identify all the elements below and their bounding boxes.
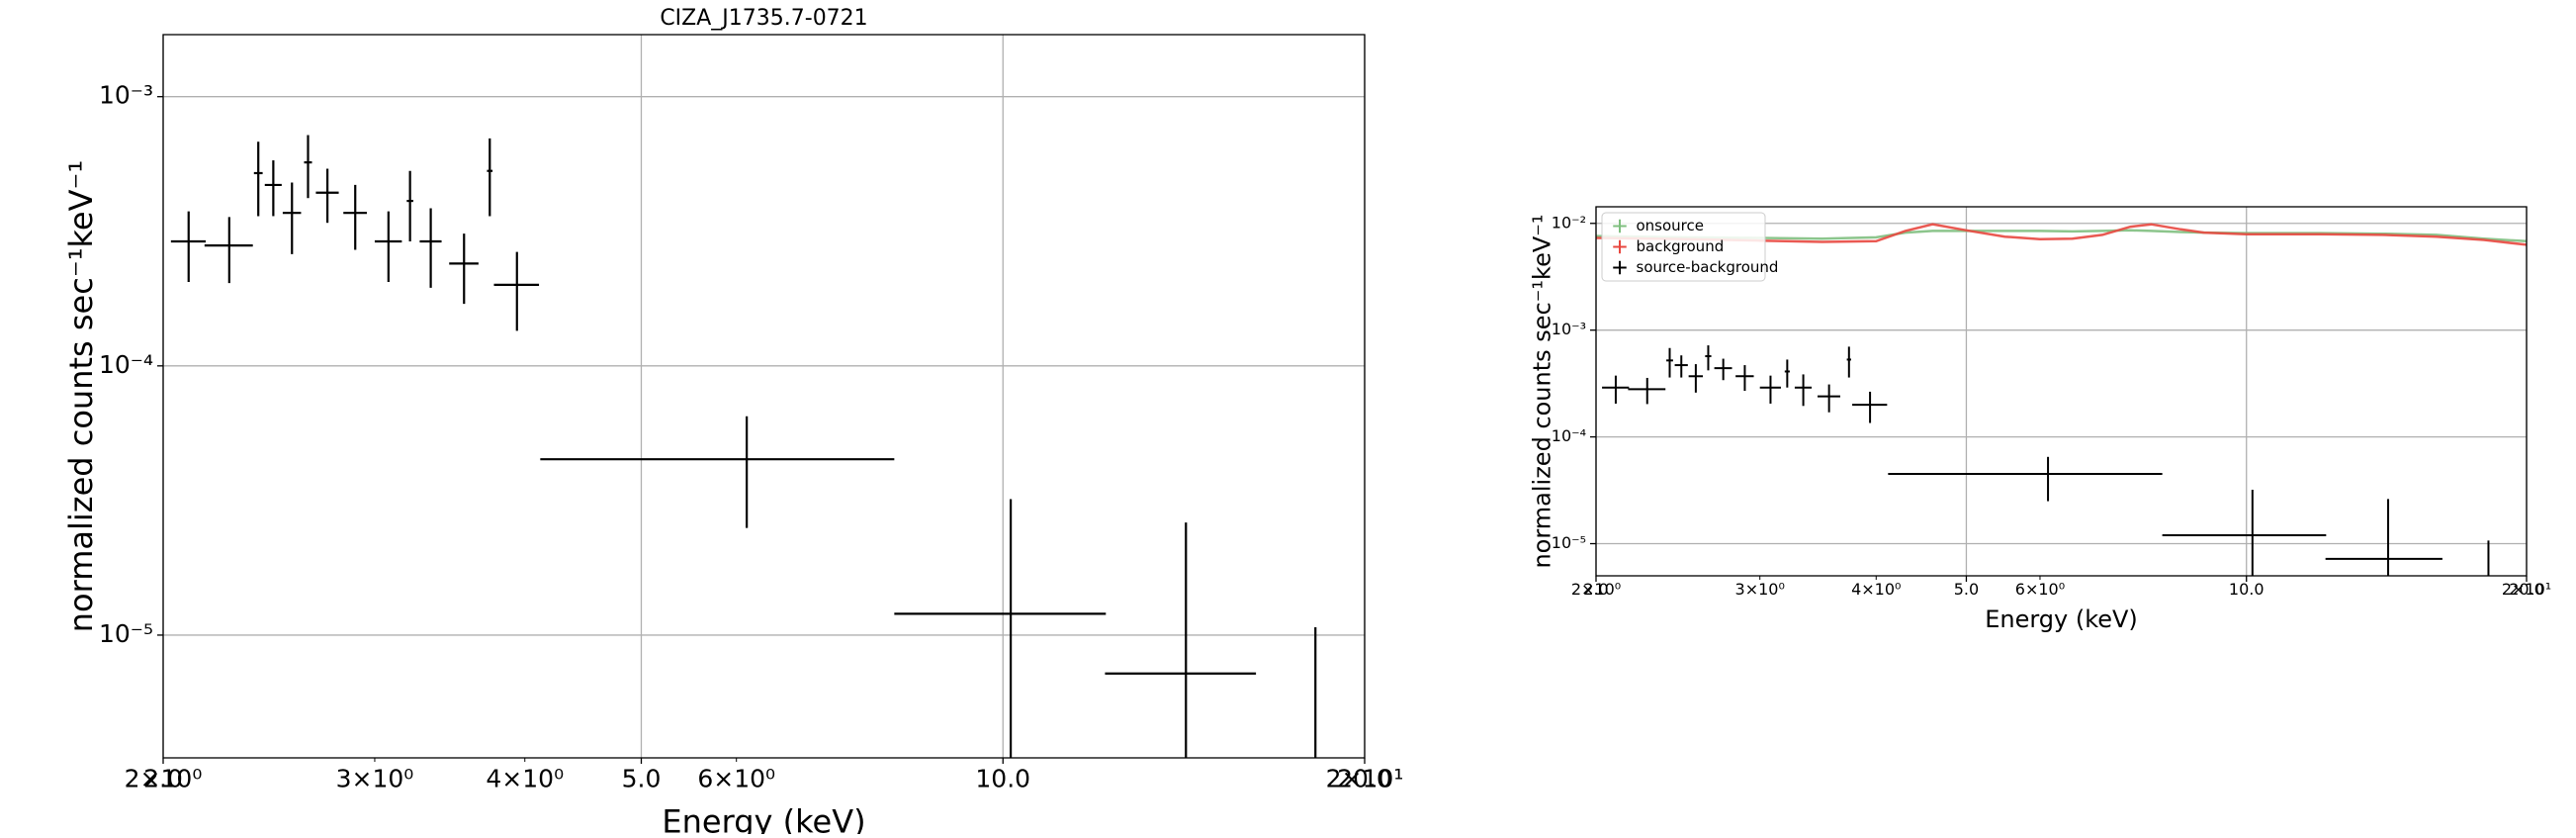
x-minor-tick-label: 2×10⁰ (1571, 580, 1621, 599)
x-minor-tick-label: 3×10⁰ (1735, 580, 1785, 599)
legend-marker (1613, 219, 1627, 233)
chart: 2.0 5.0 10.0 20.0 2×10⁰ 3×10⁰ 4×10⁰ 6×10⁰ 2×10¹ 1… (62, 6, 1404, 838)
x-minor-tick-label: 2×10⁰ (125, 765, 203, 793)
y-tick-label: 10⁻⁵ (1552, 533, 1586, 552)
legend-box (1601, 212, 1766, 282)
x-minor-tick-label: 3×10⁰ (336, 765, 414, 793)
plot-frame (1595, 206, 2528, 577)
x-axis-label: Energy (keV) (662, 803, 865, 834)
x-minor-tick-label: 4×10⁰ (1851, 580, 1901, 599)
x-tick-label: 2.0 (1583, 580, 1608, 599)
plot-area (170, 135, 1317, 758)
y-axis-label: normalized counts sec⁻¹keV⁻¹ (1528, 214, 1555, 568)
y-tick-label: 10⁻³ (1552, 320, 1586, 338)
y-tick-label: 10⁻⁴ (1552, 426, 1586, 445)
x-minor-tick-label: 2×10¹ (2502, 580, 2551, 599)
legend-marker (1613, 260, 1627, 275)
chart: 2.0 5.0 10.0 20.0 2×10⁰ 3×10⁰ 4×10⁰ 6×10⁰ 2×10¹ 1… (1528, 206, 2551, 633)
x-tick-label: 10.0 (975, 765, 1030, 793)
x-minor-tick-label: 2×10¹ (1326, 765, 1404, 793)
plot-area (1596, 223, 2527, 576)
x-tick-label: 20.0 (2509, 580, 2544, 599)
y-tick-label: 10⁻⁵ (99, 619, 153, 648)
x-minor-tick-label: 4×10⁰ (486, 765, 564, 793)
x-tick-label: 5.0 (1954, 580, 1979, 599)
plot-frame (162, 34, 1366, 759)
legend-marker (1613, 239, 1627, 254)
x-minor-tick-label: 6×10⁰ (2015, 580, 2065, 599)
x-tick-label: 5.0 (622, 765, 662, 793)
y-axis-label: normalized counts sec⁻¹keV⁻¹ (62, 160, 100, 632)
legend-label: background (1637, 237, 1725, 255)
y-tick-label: 10⁻³ (99, 81, 153, 110)
x-tick-label: 2.0 (143, 765, 183, 793)
chart-title: CIZA_J1735.7-0721 (660, 6, 867, 31)
x-tick-label: 10.0 (2229, 580, 2265, 599)
legend-label: source-background (1637, 258, 1779, 276)
x-axis-label: Energy (keV) (1985, 605, 2138, 633)
line-series (1596, 223, 2527, 246)
x-tick-label: 20.0 (1337, 765, 1392, 793)
y-tick-label: 10⁻⁴ (99, 350, 153, 379)
legend-label: onsource (1637, 217, 1705, 234)
x-minor-tick-label: 6×10⁰ (697, 765, 775, 793)
y-tick-label: 10⁻² (1552, 213, 1586, 232)
